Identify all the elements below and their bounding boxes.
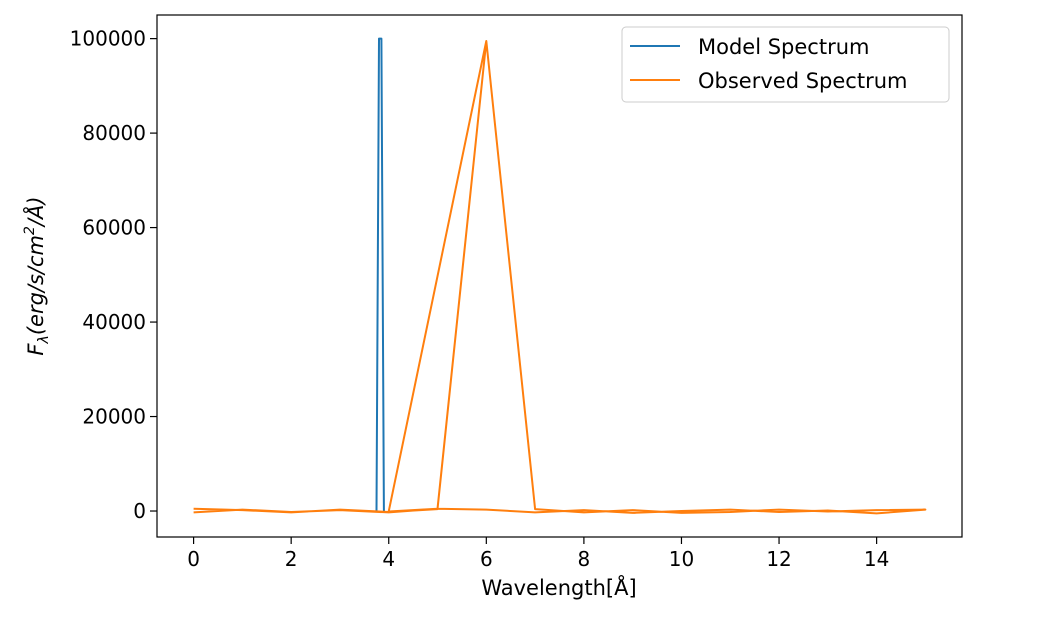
y-tick-label: 60000 bbox=[82, 216, 146, 240]
series-line-model-spectrum bbox=[375, 37, 385, 512]
x-tick-label: 6 bbox=[480, 547, 493, 571]
y-tick-label: 80000 bbox=[82, 121, 146, 145]
x-tick-label: 10 bbox=[669, 547, 694, 571]
legend-label-model: Model Spectrum bbox=[698, 35, 870, 59]
x-axis-label: Wavelength[Å] bbox=[481, 574, 636, 600]
plot-frame bbox=[156, 14, 963, 538]
x-tick-label: 12 bbox=[766, 547, 791, 571]
y-tick-label: 100000 bbox=[70, 27, 146, 51]
x-tick-label: 14 bbox=[864, 547, 889, 571]
legend: Model Spectrum Observed Spectrum bbox=[621, 26, 950, 103]
y-tick-label: 20000 bbox=[82, 405, 146, 429]
x-tick-label: 4 bbox=[382, 547, 395, 571]
legend-box bbox=[621, 26, 950, 103]
x-tick-label: 8 bbox=[578, 547, 591, 571]
x-tick-label: 0 bbox=[187, 547, 200, 571]
x-axis-ticks: 0 2 4 6 8 10 12 14 bbox=[187, 537, 889, 571]
y-axis-label: Fλ(erg/s/cm2/Å) bbox=[22, 196, 52, 355]
x-tick-label: 2 bbox=[285, 547, 298, 571]
legend-label-observed: Observed Spectrum bbox=[698, 69, 907, 93]
y-axis-ticks: 0 20000 40000 60000 80000 100000 bbox=[70, 27, 157, 523]
series-layer bbox=[193, 37, 927, 515]
y-tick-label: 0 bbox=[133, 499, 146, 523]
series-line-observed-spectrum bbox=[193, 40, 927, 515]
y-tick-label: 40000 bbox=[82, 310, 146, 334]
